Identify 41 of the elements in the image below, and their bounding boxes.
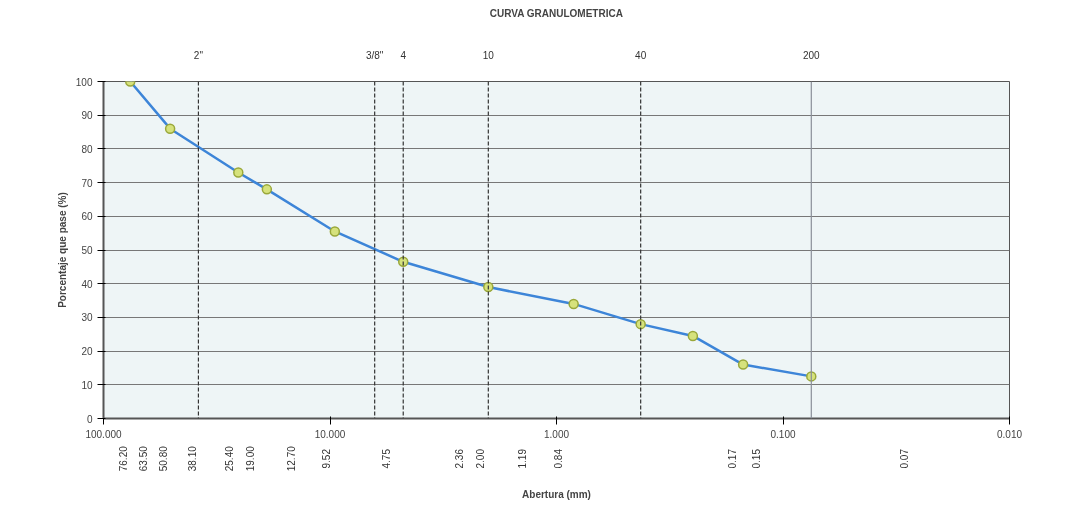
text: 9.52 <box>320 448 332 469</box>
chart-title: CURVA GRANULOMETRICA <box>489 7 623 19</box>
x-tick-label: 0.010 <box>996 428 1023 440</box>
x-tick-label: 1.000 <box>543 428 570 440</box>
y-tick-label: 100 <box>75 76 93 88</box>
y-tick-label: 80 <box>81 143 93 155</box>
text: 2.00 <box>475 448 487 469</box>
y-tick-label: 40 <box>81 278 93 290</box>
text: 19.00 <box>245 445 257 472</box>
text: 1.19 <box>516 448 528 469</box>
text: 50.80 <box>157 445 169 472</box>
y-tick-label: 60 <box>81 211 93 223</box>
text: 0.84 <box>553 448 565 469</box>
y-tick-label: 70 <box>81 177 93 189</box>
text: 25.40 <box>224 445 236 472</box>
text: 0.07 <box>898 448 910 469</box>
text: 200 <box>802 50 821 62</box>
y-tick-label: 0 <box>86 413 93 425</box>
text: 12.70 <box>285 445 297 472</box>
text: 0.17 <box>726 448 738 469</box>
y-tick-label: 20 <box>81 346 93 358</box>
y-tick-label: 30 <box>81 312 93 324</box>
text: 63.50 <box>137 445 149 472</box>
text: 4.75 <box>380 448 392 469</box>
x-axis-title: Abertura (mm) <box>522 488 591 500</box>
text: 10 <box>482 50 495 62</box>
x-tick-label: 0.100 <box>770 428 796 440</box>
text: 2.36 <box>454 448 466 469</box>
text: 0.15 <box>751 448 763 469</box>
text: 4 <box>400 50 407 62</box>
y-tick-label: 10 <box>81 379 93 391</box>
text: 40 <box>635 50 647 62</box>
text: 38.10 <box>187 445 199 472</box>
x-tick-label: 10.000 <box>314 428 346 440</box>
text: 2" <box>193 49 204 61</box>
y-tick-label: 50 <box>81 245 93 256</box>
y-tick-label: 90 <box>81 110 93 122</box>
x-tick-label: 100.000 <box>85 428 123 440</box>
text: 76.20 <box>117 445 129 472</box>
text: 3/8" <box>365 49 384 61</box>
y-axis-title: Porcentaje que pase (%) <box>56 192 68 308</box>
